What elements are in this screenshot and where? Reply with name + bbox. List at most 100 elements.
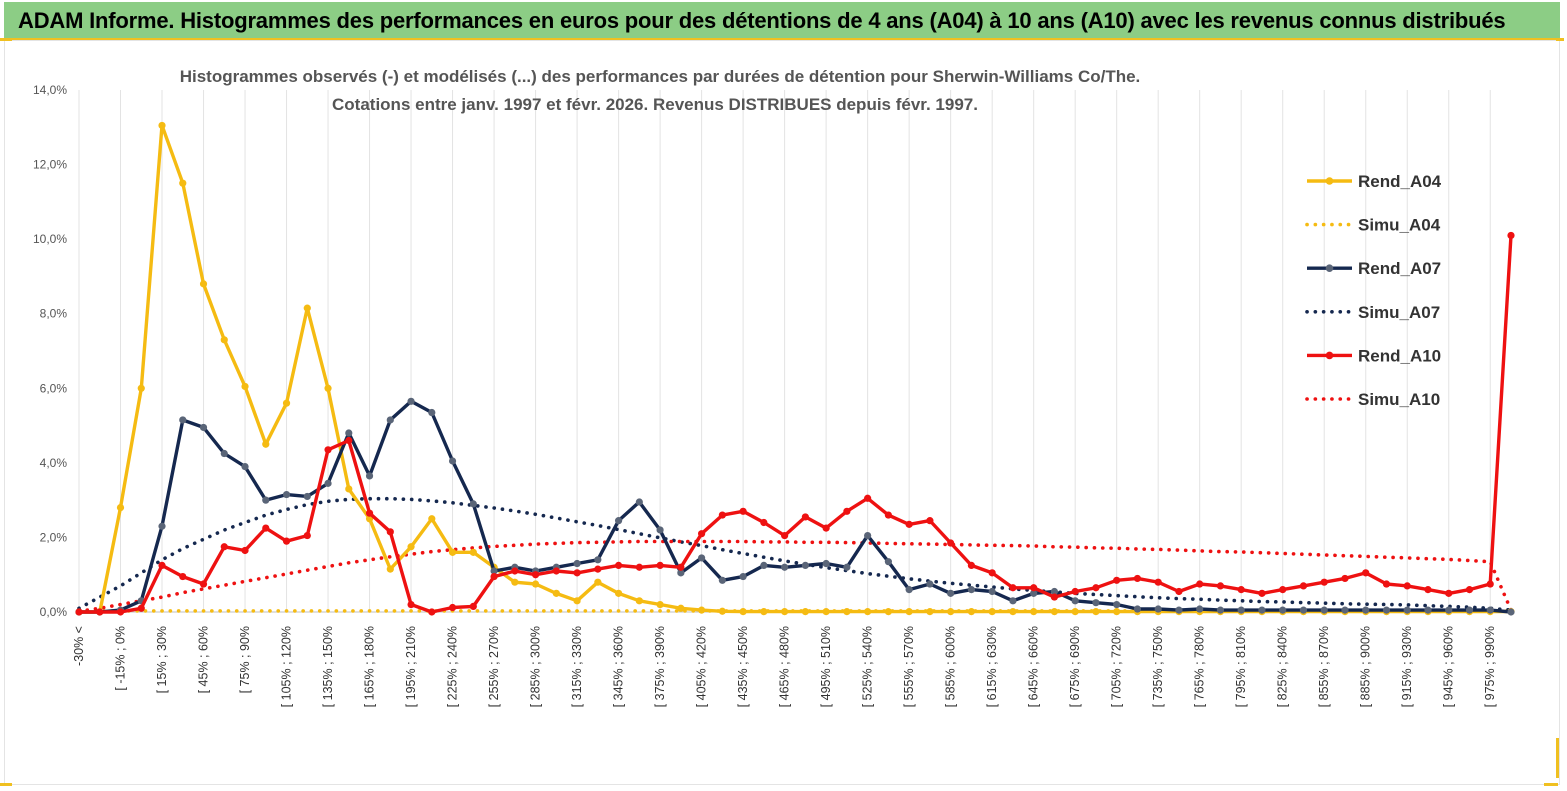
data-point <box>303 304 311 312</box>
data-point <box>303 492 311 501</box>
data-point <box>1424 606 1432 614</box>
legend-marker <box>1325 177 1334 185</box>
data-point <box>884 608 892 616</box>
frame-corner <box>1544 783 1558 786</box>
data-point <box>1362 606 1370 614</box>
x-tick-label: [ 735% ; 750% <box>1151 626 1165 707</box>
frame-corner <box>0 783 12 786</box>
data-point <box>179 416 187 424</box>
data-point <box>531 580 540 588</box>
legend-entry: Rend_A07 <box>1307 259 1441 278</box>
data-point <box>531 571 540 579</box>
data-point <box>573 597 581 605</box>
data-point <box>179 179 187 187</box>
data-point <box>1009 597 1017 605</box>
y-tick-label: 0,0% <box>40 605 68 619</box>
y-tick-label: 2,0% <box>40 530 68 544</box>
data-point <box>469 500 477 508</box>
data-point <box>1050 593 1059 601</box>
data-point <box>781 531 789 540</box>
report-title: ADAM Informe. Histogrammes des performan… <box>18 8 1506 33</box>
series-rend-a07 <box>75 397 1515 616</box>
x-tick-label: [ 375% ; 390% <box>653 626 667 707</box>
series-line <box>79 399 1512 614</box>
data-point <box>1050 587 1059 596</box>
series-group <box>75 121 1515 616</box>
x-tick-label: [ 45% ; 60% <box>197 626 211 693</box>
legend-entry: Simu_A07 <box>1305 303 1440 322</box>
data-point <box>241 462 249 471</box>
x-tick-label: [ 225% ; 240% <box>446 626 460 707</box>
data-point <box>1258 589 1266 597</box>
chart-title: Histogrammes observés (-) et modélisés (… <box>180 67 1141 114</box>
x-tick-label: [ 435% ; 450% <box>736 626 750 707</box>
data-point <box>1154 605 1162 613</box>
data-point <box>947 589 955 597</box>
legend-label: Rend_A10 <box>1358 346 1441 365</box>
data-point <box>1071 597 1079 605</box>
data-point <box>843 507 851 515</box>
y-tick-label: 4,0% <box>40 456 68 470</box>
data-point <box>1133 605 1142 613</box>
frame-corner <box>1556 738 1559 778</box>
data-point <box>635 597 643 605</box>
data-point <box>1030 589 1038 597</box>
data-point <box>365 509 374 517</box>
series-line <box>77 539 1513 614</box>
x-tick-label: [ 705% ; 720% <box>1110 626 1124 707</box>
data-point <box>1403 606 1411 614</box>
data-point <box>573 569 581 577</box>
data-point <box>324 384 332 392</box>
data-point <box>614 517 623 525</box>
data-point <box>1216 606 1225 614</box>
performance-histogram-chart: -30% < [ -15% ; 0% [ 15% ; 30% [ 45% ; 60% [… <box>33 67 1515 707</box>
data-point <box>864 531 872 540</box>
legend-marker <box>1325 351 1334 360</box>
data-point <box>1507 608 1515 616</box>
data-point <box>1071 587 1079 596</box>
data-point <box>1299 606 1308 614</box>
data-point <box>303 531 311 540</box>
data-point <box>905 520 913 528</box>
data-point <box>365 472 374 480</box>
x-tick-label: [ 105% ; 120% <box>280 626 294 707</box>
data-point <box>677 563 685 571</box>
data-point <box>1341 606 1349 614</box>
data-point <box>822 524 830 532</box>
data-point <box>448 603 457 612</box>
chart-title-line-1: Histogrammes observés (-) et modélisés (… <box>180 67 1141 86</box>
data-point <box>1445 589 1453 597</box>
data-point <box>1382 606 1391 614</box>
data-point <box>718 576 726 584</box>
data-point <box>905 586 913 594</box>
data-point <box>1216 582 1225 590</box>
data-point <box>199 280 208 288</box>
data-point <box>1175 587 1183 596</box>
data-point <box>1341 574 1349 583</box>
data-point <box>552 589 560 597</box>
data-point <box>241 546 249 555</box>
data-point <box>864 608 872 616</box>
x-tick-label: [ 885% ; 900% <box>1359 626 1373 707</box>
data-point <box>158 522 166 530</box>
data-point <box>1486 580 1494 588</box>
data-point <box>594 556 602 564</box>
data-point <box>282 537 291 545</box>
data-point <box>656 561 664 569</box>
data-point <box>262 440 270 448</box>
data-point <box>158 561 166 569</box>
data-point <box>1465 606 1474 614</box>
data-point <box>448 457 457 465</box>
axes: -30% < [ -15% ; 0% [ 15% ; 30% [ 45% ; 60% [… <box>33 83 1511 707</box>
data-point <box>1092 584 1100 592</box>
data-point <box>760 561 768 569</box>
x-tick-label: [ 825% ; 840% <box>1276 626 1290 707</box>
data-point <box>469 548 477 556</box>
data-point <box>1299 582 1308 590</box>
data-point <box>1113 576 1121 584</box>
data-point <box>345 436 353 445</box>
data-point <box>241 382 249 391</box>
grid-lines <box>78 90 1491 612</box>
data-point <box>282 399 291 407</box>
data-point <box>116 504 125 512</box>
